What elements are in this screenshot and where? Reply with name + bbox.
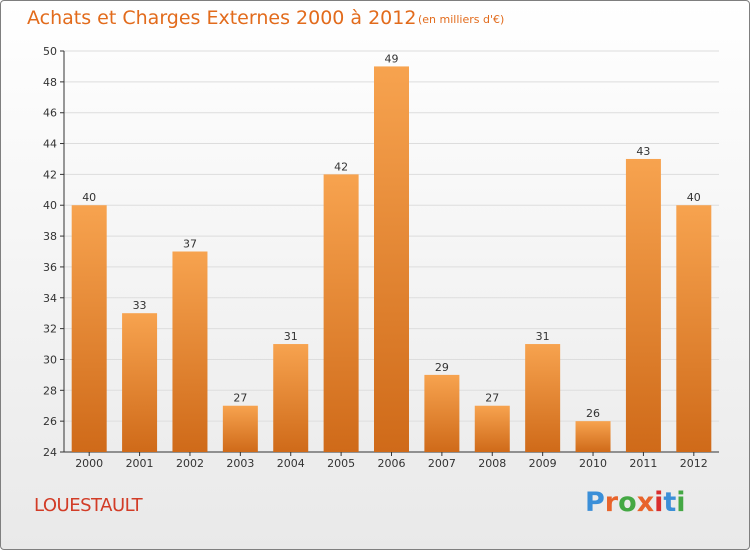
logo-letter: i — [676, 487, 686, 518]
x-tick-label: 2000 — [75, 457, 103, 470]
labels: 24 26 28 30 32 34 36 38 40 42 44 46 48 50 40 2000 33 2001… — [43, 45, 708, 470]
y-tick-label: 34 — [43, 292, 57, 305]
x-tick-label: 2008 — [478, 457, 506, 470]
x-tick-label: 2009 — [529, 457, 557, 470]
y-tick-label: 24 — [43, 446, 57, 459]
logo-letter: i — [654, 487, 664, 518]
value-label: 37 — [183, 238, 197, 251]
value-label: 33 — [133, 299, 147, 312]
x-tick-label: 2004 — [277, 457, 305, 470]
x-tick-label: 2010 — [579, 457, 607, 470]
value-label: 43 — [636, 145, 650, 158]
value-label: 26 — [586, 407, 600, 420]
value-label: 31 — [536, 330, 550, 343]
town-name: LOUESTAULT — [34, 495, 143, 516]
bar-2009 — [525, 344, 561, 452]
y-tick-label: 42 — [43, 168, 57, 181]
y-tick-label: 32 — [43, 323, 57, 336]
value-label: 40 — [82, 191, 96, 204]
logo-letter: o — [618, 487, 637, 518]
y-tick-label: 26 — [43, 415, 57, 428]
logo-letter: x — [636, 487, 655, 518]
proxiti-logo: Proxiti — [585, 487, 686, 518]
y-tick-label: 48 — [43, 76, 57, 89]
bar-2010 — [575, 421, 611, 452]
value-label: 29 — [435, 361, 449, 374]
y-tick-label: 36 — [43, 261, 57, 274]
logo-letter: t — [663, 487, 677, 518]
chart-subtitle: (en milliers d'€) — [418, 13, 505, 26]
bar-2003 — [222, 405, 258, 452]
bar-2000 — [71, 205, 107, 452]
bars — [71, 66, 712, 452]
bar-2002 — [172, 251, 208, 452]
value-label: 49 — [385, 52, 399, 65]
x-tick-label: 2002 — [176, 457, 204, 470]
x-tick-label: 2005 — [327, 457, 355, 470]
bar-2007 — [424, 374, 460, 452]
x-tick-label: 2003 — [226, 457, 254, 470]
y-tick-label: 44 — [43, 138, 57, 151]
x-tick-label: 2011 — [629, 457, 657, 470]
value-label: 42 — [334, 160, 348, 173]
y-tick-label: 30 — [43, 353, 57, 366]
logo-letter: P — [585, 487, 605, 518]
y-tick-label: 50 — [43, 45, 57, 58]
bar-2001 — [122, 313, 158, 452]
y-tick-label: 38 — [43, 230, 57, 243]
y-tick-label: 28 — [43, 384, 57, 397]
x-tick-label: 2012 — [680, 457, 708, 470]
value-label: 27 — [233, 392, 247, 405]
bar-2004 — [273, 344, 309, 452]
x-tick-label: 2006 — [378, 457, 406, 470]
x-tick-label: 2007 — [428, 457, 456, 470]
value-label: 31 — [284, 330, 298, 343]
bar-2011 — [625, 158, 661, 452]
chart-title: Achats et Charges Externes 2000 à 2012 — [27, 7, 417, 29]
bar-2006 — [374, 66, 409, 452]
y-tick-label: 40 — [43, 199, 57, 212]
value-label: 40 — [687, 191, 701, 204]
bar-2008 — [474, 405, 510, 452]
logo-letter: r — [604, 487, 619, 518]
bar-2012 — [676, 205, 712, 452]
x-tick-label: 2001 — [126, 457, 154, 470]
bar-2005 — [323, 174, 359, 452]
value-label: 27 — [485, 392, 499, 405]
y-tick-label: 46 — [43, 107, 57, 120]
